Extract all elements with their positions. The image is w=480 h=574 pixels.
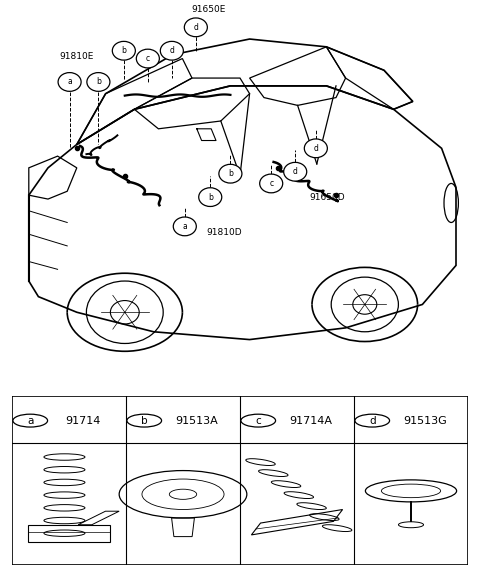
Circle shape xyxy=(58,72,81,91)
Text: a: a xyxy=(27,416,34,425)
Circle shape xyxy=(199,188,222,207)
Circle shape xyxy=(173,217,196,236)
Text: 91650D: 91650D xyxy=(310,193,345,201)
Circle shape xyxy=(304,139,327,158)
Text: b: b xyxy=(228,169,233,178)
Circle shape xyxy=(112,41,135,60)
Text: 91810D: 91810D xyxy=(206,228,242,236)
Circle shape xyxy=(355,414,390,427)
Text: c: c xyxy=(269,179,273,188)
Text: b: b xyxy=(208,193,213,201)
Circle shape xyxy=(284,162,307,181)
Circle shape xyxy=(184,18,207,37)
Text: b: b xyxy=(121,46,126,55)
Text: a: a xyxy=(182,222,187,231)
Circle shape xyxy=(87,72,110,91)
Circle shape xyxy=(260,174,283,193)
Text: 91714A: 91714A xyxy=(289,416,332,425)
Circle shape xyxy=(127,414,162,427)
Text: d: d xyxy=(313,144,318,153)
Circle shape xyxy=(160,41,183,60)
Text: 91513G: 91513G xyxy=(403,416,446,425)
Text: d: d xyxy=(293,167,298,176)
Text: a: a xyxy=(67,77,72,87)
Circle shape xyxy=(13,414,48,427)
Text: c: c xyxy=(146,54,150,63)
Circle shape xyxy=(241,414,276,427)
Circle shape xyxy=(219,164,242,183)
Text: 91714: 91714 xyxy=(65,416,100,425)
Text: d: d xyxy=(193,23,198,32)
Circle shape xyxy=(136,49,159,68)
Text: b: b xyxy=(96,77,101,87)
Text: c: c xyxy=(255,416,261,425)
Text: 91513A: 91513A xyxy=(175,416,218,425)
Polygon shape xyxy=(197,129,216,141)
Text: d: d xyxy=(169,46,174,55)
Text: 91650E: 91650E xyxy=(192,5,226,14)
Text: 91810E: 91810E xyxy=(59,52,94,61)
Text: b: b xyxy=(141,416,147,425)
Text: d: d xyxy=(369,416,375,425)
